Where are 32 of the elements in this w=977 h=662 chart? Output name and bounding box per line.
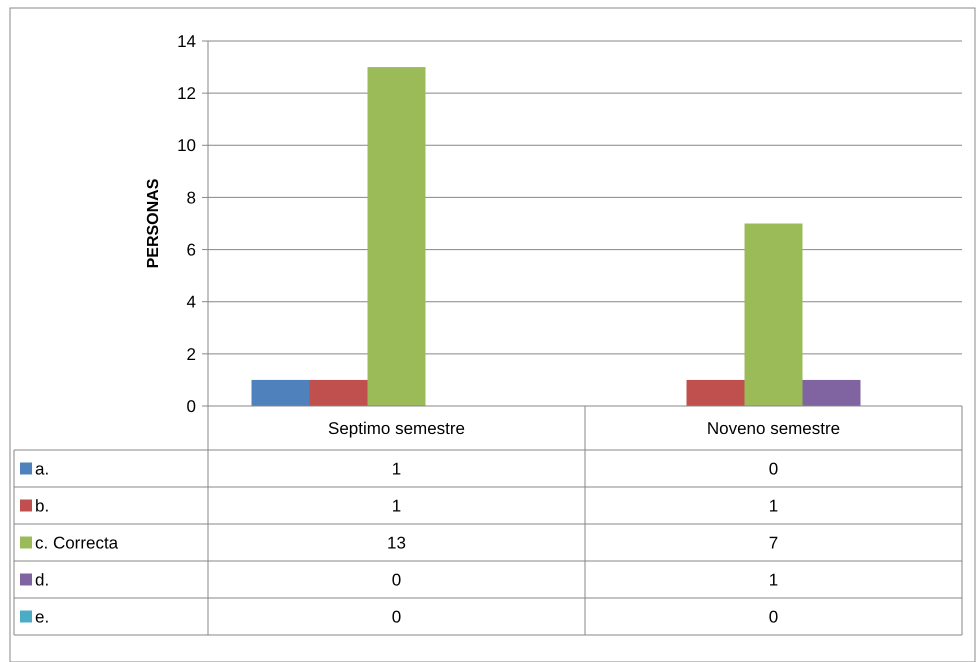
legend-label: e.	[35, 607, 50, 626]
legend-label: b.	[35, 496, 50, 516]
bar	[744, 224, 802, 406]
y-tick-label: 12	[177, 84, 196, 104]
bar	[686, 380, 744, 406]
data-label: 1	[768, 570, 778, 590]
y-tick-label: 4	[186, 292, 196, 312]
data-label: 0	[768, 607, 778, 626]
data-label: 7	[768, 533, 778, 552]
data-label: 1	[392, 496, 402, 516]
y-tick-label: 0	[186, 396, 196, 416]
y-axis-title: PERSONAS	[145, 178, 162, 268]
data-label: 0	[392, 607, 402, 626]
y-tick-label: 2	[186, 344, 196, 364]
bar	[802, 380, 860, 406]
bar	[310, 380, 368, 406]
data-label: 0	[768, 459, 778, 478]
bar	[368, 67, 426, 406]
x-tick-label: Noveno semestre	[706, 418, 840, 438]
y-tick-label: 6	[186, 240, 196, 260]
data-label: 1	[392, 459, 402, 478]
data-label: 13	[387, 533, 406, 552]
data-label: 0	[392, 570, 402, 590]
y-tick-label: 10	[177, 136, 196, 156]
y-tick-label: 8	[186, 188, 196, 208]
legend-label: a.	[35, 459, 50, 478]
y-tick-label: 14	[177, 32, 196, 51]
data-label: 1	[768, 496, 778, 516]
legend-label: c. Correcta	[35, 533, 119, 552]
x-tick-label: Septimo semestre	[328, 418, 465, 438]
bar	[252, 380, 310, 406]
legend-label: d.	[35, 570, 50, 590]
